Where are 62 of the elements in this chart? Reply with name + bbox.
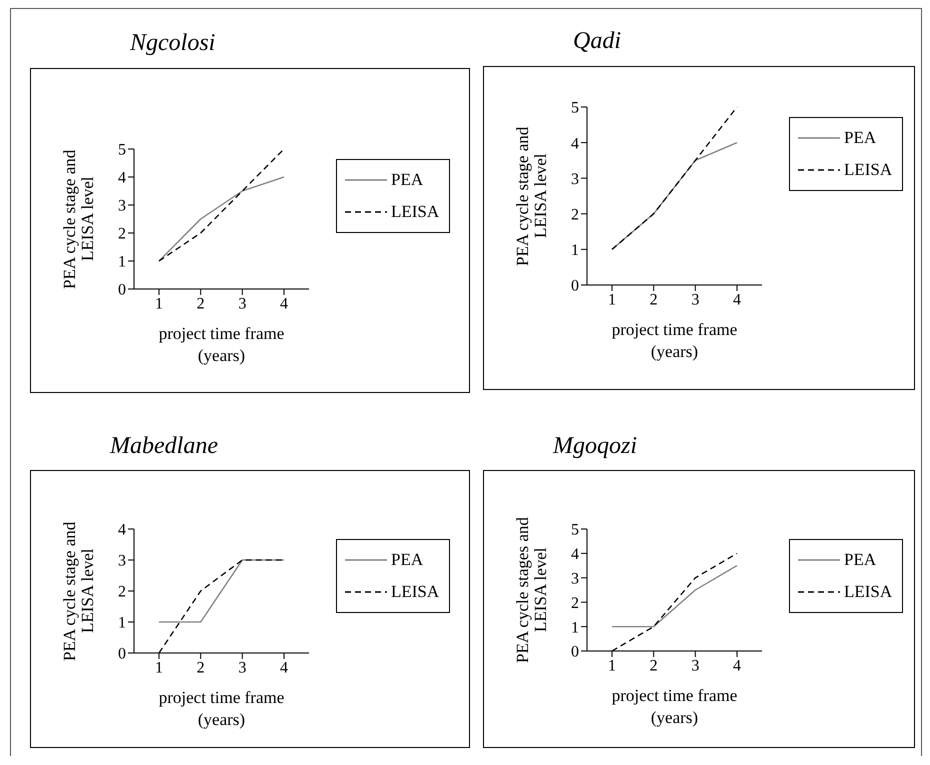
x-tick-label: 4 bbox=[733, 657, 741, 674]
x-tick-label: 3 bbox=[691, 657, 700, 674]
x-tick-label: 4 bbox=[280, 295, 288, 312]
x-tick-label: 2 bbox=[650, 291, 658, 308]
y-axis-title: PEA cycle stage and LEISA level bbox=[60, 148, 97, 291]
y-tick-label: 0 bbox=[118, 646, 126, 663]
x-tick-label: 1 bbox=[608, 657, 616, 674]
y-tick-label: 1 bbox=[571, 242, 579, 260]
line-series bbox=[158, 149, 285, 262]
x-axis-title: project time frame (years) bbox=[610, 319, 738, 363]
x-tick-label: 3 bbox=[691, 291, 700, 308]
legend-label: PEA bbox=[391, 169, 424, 191]
x-axis-title: project time frame (years) bbox=[158, 323, 286, 367]
x-tick-label: 1 bbox=[155, 295, 163, 312]
chart-title: Ngcolosi bbox=[130, 30, 216, 57]
chart-title: Mabedlane bbox=[110, 433, 218, 460]
y-tick-label: 5 bbox=[571, 522, 579, 539]
y-tick-label: 4 bbox=[118, 522, 126, 539]
chart-title: Qadi bbox=[573, 28, 621, 55]
x-tick-label: 2 bbox=[196, 295, 205, 312]
y-tick-label: 0 bbox=[118, 282, 126, 299]
y-tick-label: 4 bbox=[571, 546, 579, 564]
y-tick-label: 2 bbox=[571, 206, 579, 224]
y-tick-label: 0 bbox=[571, 644, 579, 661]
chart-title: Mgoqozi bbox=[553, 433, 637, 460]
y-tick-label: 2 bbox=[118, 584, 126, 601]
y-tick-label: 3 bbox=[571, 570, 579, 588]
legend-label: LEISA bbox=[391, 581, 440, 603]
y-axis-title: PEA cycle stages and LEISA level bbox=[513, 516, 550, 665]
y-tick-label: 0 bbox=[571, 278, 579, 295]
line-series bbox=[611, 107, 738, 250]
x-tick-label: 1 bbox=[155, 659, 163, 676]
x-tick-label: 2 bbox=[650, 657, 658, 674]
legend-label: LEISA bbox=[844, 581, 892, 603]
x-tick-label: 3 bbox=[238, 659, 246, 676]
line-series bbox=[158, 176, 285, 262]
legend-label: PEA bbox=[391, 549, 424, 571]
y-tick-label: 2 bbox=[118, 226, 126, 243]
y-tick-label: 3 bbox=[571, 170, 579, 188]
y-tick-label: 5 bbox=[118, 142, 126, 159]
y-tick-label: 2 bbox=[571, 594, 579, 612]
x-tick-label: 4 bbox=[733, 291, 741, 308]
x-tick-label: 4 bbox=[280, 659, 288, 676]
y-axis-title: PEA cycle stage and LEISA level bbox=[60, 520, 97, 663]
legend-label: LEISA bbox=[844, 159, 892, 181]
y-axis-title: PEA cycle stage and LEISA level bbox=[513, 125, 550, 268]
y-tick-label: 4 bbox=[571, 135, 579, 152]
y-tick-label: 1 bbox=[571, 619, 579, 636]
y-tick-label: 4 bbox=[118, 170, 126, 187]
legend-label: PEA bbox=[844, 127, 876, 149]
x-axis-title: project time frame (years) bbox=[610, 685, 738, 729]
x-tick-label: 1 bbox=[608, 291, 616, 308]
legend-label: LEISA bbox=[391, 201, 440, 223]
x-axis-title: project time frame (years) bbox=[158, 687, 286, 731]
legend-label: PEA bbox=[844, 549, 876, 571]
y-tick-label: 1 bbox=[118, 614, 126, 632]
x-tick-label: 3 bbox=[238, 295, 246, 312]
y-tick-label: 3 bbox=[118, 198, 126, 215]
y-tick-label: 1 bbox=[118, 254, 126, 271]
x-tick-label: 2 bbox=[196, 659, 205, 676]
y-tick-label: 3 bbox=[118, 552, 126, 570]
y-tick-label: 5 bbox=[571, 100, 579, 117]
